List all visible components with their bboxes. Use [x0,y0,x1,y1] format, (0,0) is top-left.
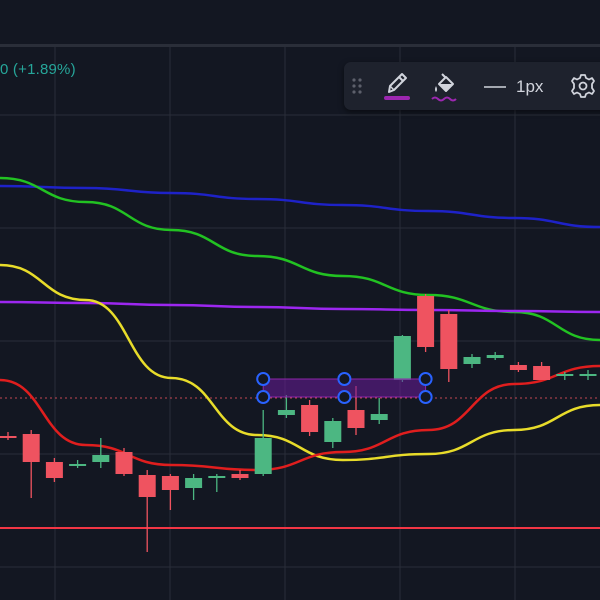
settings-button[interactable] [566,62,600,110]
selection-handle-right-bottom [418,390,433,404]
top-divider [0,44,600,47]
candle-body-17 [393,336,411,380]
ma-yellow-line [0,263,600,462]
selection-handle-left-bottom [256,390,271,404]
drawn-rectangle[interactable] [256,372,433,404]
ma-purple-line [0,300,600,314]
candle-body-22 [509,365,527,370]
candle-body-9 [208,476,226,478]
candle-body-16 [370,414,388,420]
candle-body-18 [417,296,435,347]
candle-body-5 [115,452,133,474]
candle-body-15 [347,410,365,428]
candle-body-0 [0,436,17,438]
line-width-icon [484,86,506,88]
ma-blue-line [0,184,600,229]
drag-handle[interactable] [350,62,364,110]
candle-body-6 [138,475,156,497]
top-band [0,0,600,44]
paint-bucket-icon [431,73,457,102]
selection-handle-left-top [256,372,271,386]
candle-body-1 [22,434,40,462]
selection-handle-middle-bottom [337,390,352,404]
pencil-color-swatch [384,96,410,100]
line-width-button[interactable]: 1px [478,62,552,110]
moving-averages [0,176,600,472]
drawing-toolbar: 1px [344,62,600,110]
candle-body-12 [277,410,295,415]
candle-body-19 [440,314,458,369]
candle-body-14 [324,421,342,442]
candle-body-25 [579,374,597,376]
selection-handle-middle-top [337,372,352,386]
candle-body-13 [301,405,319,432]
pencil-tool-button[interactable] [380,62,414,110]
ma-red-line [0,364,600,472]
pencil-icon [384,73,410,100]
chart-grid [0,47,600,600]
drag-dots-icon [352,78,362,94]
candle-body-11 [254,438,272,474]
gear-icon [571,74,595,98]
candle-body-23 [533,366,551,380]
fill-tool-button[interactable] [428,62,462,110]
candle-body-8 [185,478,203,488]
price-levels [0,397,600,529]
candle-body-10 [231,474,249,478]
candle-body-4 [92,455,110,462]
candle-body-3 [69,464,87,466]
fill-color-swatch [431,96,457,102]
candle-body-20 [463,357,481,364]
candle-body-7 [161,476,179,490]
candles[interactable] [0,294,600,552]
candle-body-21 [486,355,504,358]
selection-handle-right-top [418,372,433,386]
line-width-label: 1px [516,77,544,96]
candle-body-2 [45,462,63,478]
candle-body-24 [556,374,574,376]
price-change-label: 0 (+1.89%) [0,61,76,78]
